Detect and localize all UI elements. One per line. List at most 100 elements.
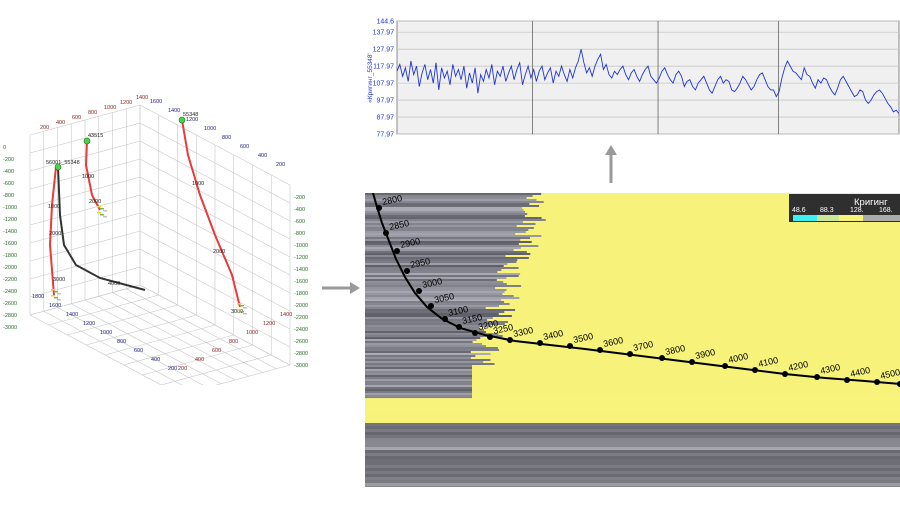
section-plot[interactable]: 2800 2850 2900 2950 300030503100315032003250…	[365, 192, 900, 489]
section-band-yellow	[484, 329, 900, 331]
section-band-grey	[365, 267, 520, 269]
section-band-grey	[365, 265, 505, 267]
section-band-grey	[365, 251, 528, 253]
3d-well-b	[84, 140, 101, 211]
section-band-yellow	[501, 269, 900, 271]
section-band-grey	[365, 367, 473, 369]
section-band-yellow	[472, 385, 900, 387]
section-band-yellow	[526, 197, 900, 199]
section-md-label-8: 3200	[477, 318, 499, 332]
3d-left-tick-2: -400	[3, 169, 14, 175]
section-band-grey	[365, 341, 474, 343]
section-band-yellow	[485, 331, 900, 333]
section-band-yellow	[516, 225, 900, 227]
section-md-label-5: 3050	[433, 291, 455, 305]
section-band-grey	[365, 373, 473, 375]
3d-right-top-tick-6: 400	[258, 153, 267, 159]
3d-log-tick-0	[51, 289, 55, 291]
section-band-yellow	[472, 389, 900, 391]
3d-log-tick-0	[54, 291, 58, 293]
section-band-grey	[365, 211, 527, 213]
3d-left-tick-3: -600	[3, 181, 14, 187]
section-band-yellow	[539, 205, 900, 207]
3d-log-tick-2	[243, 307, 247, 309]
section-band-grey	[365, 281, 505, 283]
up-arrow-icon	[605, 145, 617, 183]
3d-grid-line	[142, 344, 253, 376]
section-band-grey	[365, 243, 520, 245]
3d-log-tick-1	[97, 206, 101, 208]
section-band-grey	[365, 365, 473, 367]
section-band-yellow	[523, 209, 900, 211]
3d-md-label-3: 1000	[82, 174, 94, 180]
section-band-yellow	[365, 421, 900, 423]
section-md-label-16: 3900	[694, 347, 716, 361]
trend-y-tick-5: 97.97	[376, 98, 394, 105]
section-md-marker	[722, 363, 728, 369]
kriging-section[interactable]: 2800 2850 2900 2950 3000 3050 3100 3150 3200 3250…	[365, 192, 900, 489]
section-well-line	[372, 192, 900, 385]
section-band-grey	[365, 321, 510, 323]
well-3d-view[interactable]: 0 -200 -400 -600 -800 -1000 -1200 -1400 -1600 -18…	[0, 85, 320, 396]
section-band-grey	[365, 259, 519, 261]
3d-bottom-left-tick-2: 1400	[66, 312, 78, 318]
3d-grid-line	[161, 354, 272, 386]
section-band-grey	[365, 239, 522, 241]
section-band-yellow	[516, 261, 900, 263]
3d-bottom-right-tick-1: 400	[195, 357, 204, 363]
section-band-yellow	[520, 273, 900, 275]
section-band-grey	[365, 387, 473, 389]
trend-y-ticks: 144.6 137.97 127.97 117.97 107.97 97.97 87.97 7…	[373, 19, 395, 139]
section-band-yellow	[502, 293, 900, 295]
section-band-yellow	[506, 289, 900, 291]
3d-md-label-5: 1000	[192, 181, 204, 187]
3d-grid-line	[123, 334, 234, 366]
3d-right-tick-3: -800	[294, 231, 305, 237]
section-band-grey	[365, 389, 473, 391]
section-md-marker	[416, 288, 422, 294]
3d-right-top-tick-7: 200	[276, 162, 285, 168]
section-md-label-6: 3100	[447, 304, 469, 318]
section-band-grey	[365, 395, 473, 397]
3d-right-tick-5: -1200	[294, 255, 308, 261]
3d-md-label-7: 3000	[231, 309, 243, 315]
3d-log-tick-1	[100, 214, 104, 216]
section-band-grey	[365, 207, 524, 209]
3d-right-tick-7: -1600	[294, 279, 308, 285]
section-band-grey	[365, 195, 534, 197]
3d-left-tick-10: -2000	[3, 265, 17, 271]
section-md-label-21: 4400	[849, 365, 871, 379]
section-band-grey	[365, 199, 538, 201]
well-3d-plot[interactable]: 0 -200 -400 -600 -800 -1000 -1200 -1400 -1600 -18…	[0, 85, 320, 396]
section-band-grey	[365, 277, 508, 279]
section-band-grey	[365, 339, 478, 341]
3d-log-tick-2	[243, 313, 247, 315]
section-band-yellow	[365, 413, 900, 415]
trend-plot[interactable]: 144.6 137.97 127.97 117.97 107.97 97.97 87.97 7…	[363, 16, 900, 143]
section-md-label-4: 3000	[421, 276, 443, 290]
section-band-yellow	[495, 287, 900, 289]
section-band-yellow	[530, 237, 900, 239]
3d-right-tick-2: -600	[294, 219, 305, 225]
section-band-yellow	[526, 251, 900, 253]
section-legend: Кригинг 48.6 88.3 128. 168.	[789, 194, 900, 222]
section-band-yellow	[365, 417, 900, 419]
section-band-grey	[365, 237, 532, 239]
3d-log-tick-0	[57, 299, 61, 301]
section-band-grey	[365, 359, 492, 361]
3d-left-tick-1: -200	[3, 157, 14, 163]
section-band-lower	[365, 483, 900, 486]
3d-grid-line	[98, 295, 249, 377]
section-band-grey	[365, 329, 486, 331]
kriging-trend-chart[interactable]: 144.6 137.97 127.97 117.97 107.97 97.97 87.97 7…	[363, 16, 900, 143]
section-band-grey	[365, 257, 530, 259]
3d-top-tick-5: 1200	[120, 100, 132, 106]
section-band-grey	[365, 249, 515, 251]
section-band-grey	[365, 337, 482, 339]
section-band-grey	[365, 343, 483, 345]
3d-left-tick-13: -2600	[3, 301, 17, 307]
3d-log-tick-1	[100, 208, 104, 210]
3d-log-tick-1	[97, 212, 101, 214]
section-band-yellow	[535, 223, 900, 225]
3d-log-tick-0	[51, 295, 55, 297]
